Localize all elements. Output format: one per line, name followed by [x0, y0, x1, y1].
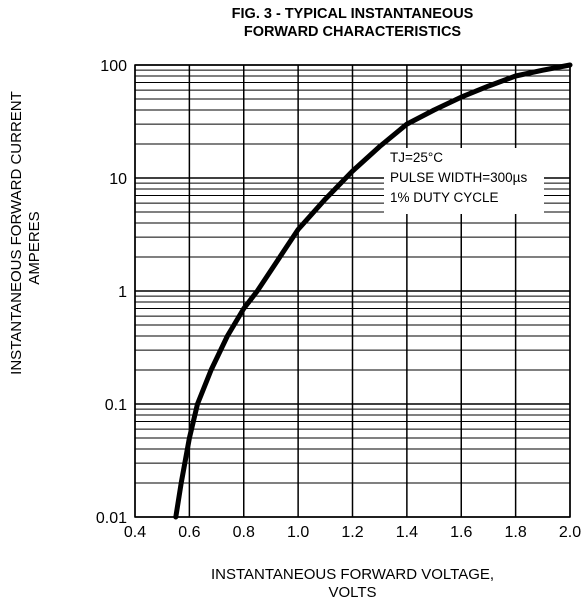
x-tick-label: 0.8: [233, 524, 255, 541]
y-tick-label: 0.1: [105, 397, 127, 414]
x-tick-labels: 0.4 0.6 0.8 1.0 1.2 1.4 1.6 1.8 2.0: [124, 524, 581, 541]
annotation-pulse-width: PULSE WIDTH=300µs: [388, 169, 532, 187]
annotation-duty-cycle: 1% DUTY CYCLE: [388, 189, 503, 207]
x-tick-label: 0.4: [124, 524, 146, 541]
annotation-temperature: TJ=25°C: [388, 149, 448, 167]
chart-title-line2: FORWARD CHARACTERISTICS: [243, 24, 462, 40]
x-tick-label: 1.6: [450, 524, 472, 541]
x-axis-label-line1: INSTANTANEOUS FORWARD VOLTAGE,: [210, 566, 495, 583]
x-tick-label: 2.0: [559, 524, 581, 541]
x-tick-label: 1.2: [341, 524, 363, 541]
y-axis-label-line1: INSTANTANEOUS FORWARD CURRENT: [8, 91, 25, 375]
x-tick-label: 1.0: [287, 524, 309, 541]
y-tick-labels: 0.01 0.1 1 10 100: [96, 58, 127, 527]
y-tick-label: 100: [100, 58, 127, 75]
chart-title-line1: FIG. 3 - TYPICAL INSTANTANEOUS: [231, 6, 474, 22]
y-tick-label: 10: [109, 171, 127, 188]
x-tick-label: 0.6: [178, 524, 200, 541]
series-line: [173, 62, 573, 520]
x-tick-label: 1.4: [396, 524, 418, 541]
y-tick-label: 0.01: [96, 510, 127, 527]
x-axis-label-line2: VOLTS: [328, 584, 377, 601]
y-tick-label: 1: [118, 284, 127, 301]
x-tick-label: 1.8: [505, 524, 527, 541]
plot-frame: [134, 64, 571, 518]
y-axis-label-line2: AMPERES: [26, 211, 43, 285]
